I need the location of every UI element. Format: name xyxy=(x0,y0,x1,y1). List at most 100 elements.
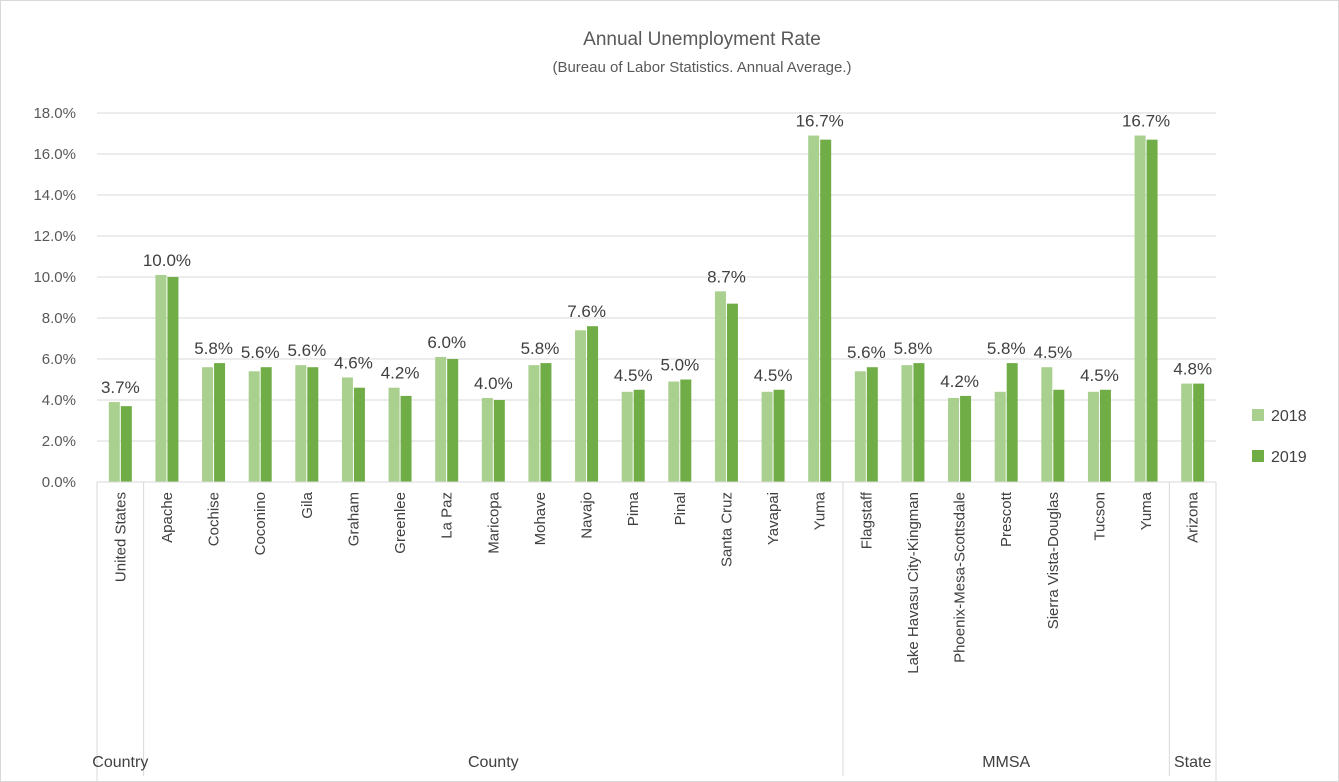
bar-2018 xyxy=(388,387,400,482)
data-label: 5.8% xyxy=(521,339,560,358)
bar-2019 xyxy=(726,303,738,482)
legend-label: 2018 xyxy=(1271,408,1307,425)
bar-2018 xyxy=(575,330,587,482)
bar-2019 xyxy=(680,379,692,482)
bar-2019 xyxy=(1053,389,1065,482)
bar-2018 xyxy=(714,291,726,482)
data-label: 7.6% xyxy=(567,302,606,321)
bar-2019 xyxy=(167,277,179,482)
data-label: 5.6% xyxy=(241,343,280,362)
bar-2019 xyxy=(633,389,645,482)
y-axis-tick-labels: 0.0% 2.0% 4.0% 6.0% 8.0% 10.0% 12.0% 14.0% 16.0%… xyxy=(33,105,76,491)
legend-label: 2019 xyxy=(1271,449,1307,466)
group-label: State xyxy=(1174,754,1211,771)
y-tick-label: 0.0% xyxy=(42,474,76,491)
category-label: Sierra Vista-Douglas xyxy=(1045,492,1062,629)
bar-2019 xyxy=(353,387,365,482)
bar-2018 xyxy=(528,365,540,482)
category-label: Maricopa xyxy=(485,491,502,553)
category-label: Gila xyxy=(299,491,316,518)
bar-2018 xyxy=(1134,135,1146,483)
category-label: Apache xyxy=(159,492,176,543)
category-label: Graham xyxy=(345,492,362,546)
group-axis: Country County MMSA State xyxy=(92,482,1217,782)
category-label: Prescott xyxy=(998,491,1015,547)
data-label: 4.2% xyxy=(940,372,979,391)
legend: 2018 2019 xyxy=(1252,408,1307,466)
bar-2019 xyxy=(1146,139,1158,482)
bar-2018 xyxy=(621,391,633,482)
category-label: La Paz xyxy=(439,492,456,539)
category-label: Santa Cruz xyxy=(718,492,735,567)
y-tick-label: 14.0% xyxy=(33,187,76,204)
bar-2018 xyxy=(108,402,120,482)
group-label: MMSA xyxy=(982,754,1030,771)
bar-2019 xyxy=(1193,383,1205,482)
bar-2019 xyxy=(773,389,785,482)
data-label: 4.5% xyxy=(1080,366,1119,385)
bar-2019 xyxy=(307,367,319,482)
category-label: Pinal xyxy=(672,492,689,525)
bar-2018 xyxy=(808,135,820,483)
y-tick-label: 8.0% xyxy=(42,310,76,327)
data-label: 5.0% xyxy=(660,356,699,375)
bar-2018 xyxy=(668,381,680,482)
bar-2019 xyxy=(493,400,505,482)
category-label: Arizona xyxy=(1185,491,1202,543)
bar-2019 xyxy=(120,406,132,482)
data-label: 4.5% xyxy=(1033,343,1072,362)
data-label: 5.8% xyxy=(987,339,1026,358)
bar-2018 xyxy=(202,367,214,482)
category-label: Cochise xyxy=(206,492,223,546)
group-label: Country xyxy=(92,754,148,771)
bar-2019 xyxy=(866,367,878,482)
bar-2018 xyxy=(481,397,493,482)
y-tick-label: 2.0% xyxy=(42,433,76,450)
bar-2018 xyxy=(435,356,447,482)
y-tick-label: 16.0% xyxy=(33,146,76,163)
bar-2018 xyxy=(155,274,167,482)
bar-2019 xyxy=(1099,389,1111,482)
legend-swatch xyxy=(1252,409,1264,421)
category-axis: United States Apache Cochise Coconino Gila Gr… xyxy=(97,481,1216,674)
bars xyxy=(108,135,1205,483)
data-label: 8.7% xyxy=(707,267,746,286)
data-label: 4.0% xyxy=(474,374,513,393)
bar-2018 xyxy=(854,371,866,482)
bar-2018 xyxy=(1041,367,1053,482)
category-label: Pima xyxy=(625,491,642,526)
category-label: Flagstaff xyxy=(858,491,875,549)
data-label: 16.7% xyxy=(1122,112,1170,131)
data-label: 4.8% xyxy=(1173,360,1212,379)
bar-2019 xyxy=(400,395,412,482)
bar-2019 xyxy=(260,367,272,482)
chart-subtitle: (Bureau of Labor Statistics. Annual Aver… xyxy=(552,59,851,76)
data-label: 10.0% xyxy=(143,251,191,270)
category-label: Yuma xyxy=(812,491,829,530)
category-label: Navajo xyxy=(579,492,596,539)
category-label: Tucson xyxy=(1091,492,1108,541)
data-label: 4.6% xyxy=(334,353,373,372)
bar-2019 xyxy=(587,326,599,482)
category-label: United States xyxy=(112,492,129,582)
data-label: 5.8% xyxy=(894,339,933,358)
bar-2018 xyxy=(341,377,353,482)
data-label: 6.0% xyxy=(427,333,466,352)
category-label: Coconino xyxy=(252,492,269,555)
data-label: 3.7% xyxy=(101,378,140,397)
y-tick-label: 6.0% xyxy=(42,351,76,368)
bar-2019 xyxy=(960,395,972,482)
data-label: 5.6% xyxy=(287,341,326,360)
bar-2018 xyxy=(248,371,260,482)
y-tick-label: 4.0% xyxy=(42,392,76,409)
bar-2018 xyxy=(295,365,307,482)
group-label: County xyxy=(468,754,519,771)
bar-2019 xyxy=(820,139,832,482)
bar-2018 xyxy=(994,391,1006,482)
category-label: Mohave xyxy=(532,492,549,545)
bar-2019 xyxy=(447,359,459,482)
data-label: 4.5% xyxy=(614,366,653,385)
y-tick-label: 10.0% xyxy=(33,269,76,286)
category-label: Yuma xyxy=(1138,491,1155,530)
